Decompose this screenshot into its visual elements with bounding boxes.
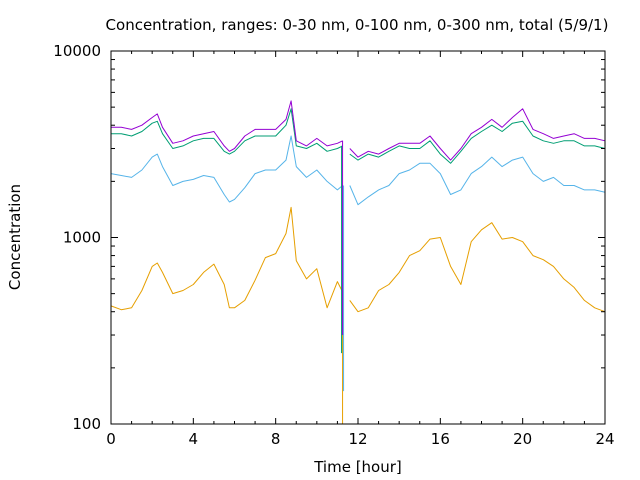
y-tick-label: 100 [72, 415, 101, 433]
y-axis-label: Concentration [6, 184, 24, 290]
x-tick-label: 0 [106, 430, 116, 448]
series-layer [110, 100, 606, 424]
x-tick-label: 12 [348, 430, 367, 448]
x-tick-label: 4 [189, 430, 199, 448]
series-4-line-segment-2 [349, 108, 606, 161]
x-tick-label: 24 [595, 430, 614, 448]
x-axis-label: Time [hour] [313, 458, 402, 476]
series-3-line-segment-2 [349, 120, 606, 164]
x-tick-label: 8 [271, 430, 281, 448]
plot-frame [110, 50, 606, 425]
series-3-line-segment-1 [111, 108, 343, 155]
axes-layer: 0 4 8 12 16 20 24 100 1000 10000 [53, 42, 614, 448]
y-tick-label: 1000 [63, 229, 101, 247]
x-tick-label: 16 [431, 430, 450, 448]
chart-title: Concentration, ranges: 0-30 nm, 0-100 nm… [106, 16, 609, 34]
x-tick-label: 20 [513, 430, 532, 448]
y-tick-label: 10000 [53, 42, 101, 60]
series-2-line-segment-1 [110, 135, 343, 203]
series-1-line-segment-1 [110, 206, 344, 311]
series-4-line-segment-1 [111, 100, 343, 152]
series-1-line-segment-2 [349, 222, 606, 313]
series-2-line-segment-2 [349, 156, 606, 206]
